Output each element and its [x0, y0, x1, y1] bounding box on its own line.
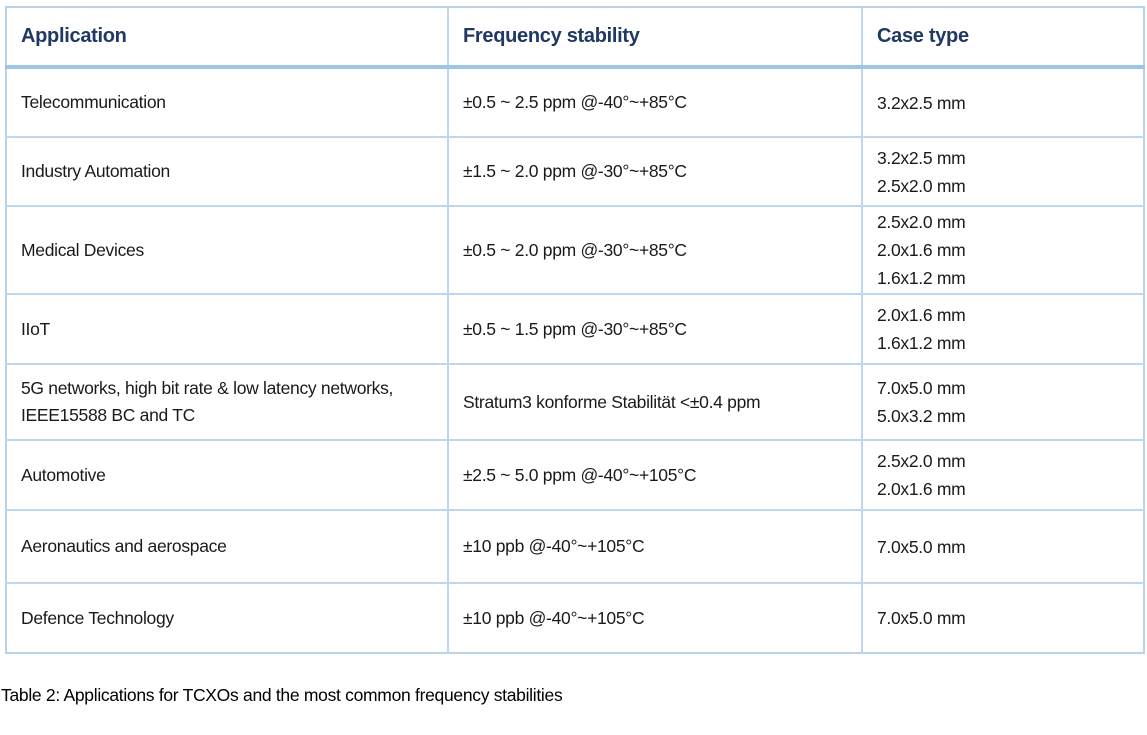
application-cell: Telecommunication — [6, 67, 448, 138]
frequency-stability-cell: ±10 ppb @-40°~+105°C — [447, 510, 862, 584]
table-row: Medical Devices ±0.5 ~ 2.0 ppm @-30°~+85… — [6, 206, 1144, 295]
column-header-application: Application — [6, 7, 448, 69]
table-row: Industry Automation ±1.5 ~ 2.0 ppm @-30°… — [6, 137, 1144, 207]
case-type-cell: 2.5x2.0 mm 2.0x1.6 mm — [861, 440, 1144, 511]
application-cell: Automotive — [6, 440, 448, 511]
frequency-stability-cell: ±10 ppb @-40°~+105°C — [447, 583, 862, 653]
tcxo-applications-table: Application Frequency stability Case typ… — [5, 6, 1145, 654]
table-row: IIoT ±0.5 ~ 1.5 ppm @-30°~+85°C 2.0x1.6 … — [6, 294, 1144, 365]
application-cell: 5G networks, high bit rate & low latency… — [6, 364, 448, 441]
application-cell: Aeronautics and aerospace — [6, 510, 448, 584]
case-type-cell: 3.2x2.5 mm — [861, 67, 1144, 138]
table-header-row: Application Frequency stability Case typ… — [6, 7, 1144, 69]
frequency-stability-cell: ±0.5 ~ 1.5 ppm @-30°~+85°C — [447, 294, 862, 365]
application-cell: Medical Devices — [6, 206, 448, 295]
table-caption: Table 2: Applications for TCXOs and the … — [1, 685, 563, 705]
case-type-cell: 2.5x2.0 mm 2.0x1.6 mm 1.6x1.2 mm — [861, 206, 1144, 295]
frequency-stability-cell: ±2.5 ~ 5.0 ppm @-40°~+105°C — [447, 440, 862, 511]
table-row: Telecommunication ±0.5 ~ 2.5 ppm @-40°~+… — [6, 67, 1144, 138]
case-type-cell: 7.0x5.0 mm — [861, 510, 1144, 584]
case-type-cell: 3.2x2.5 mm 2.5x2.0 mm — [861, 137, 1144, 207]
frequency-stability-cell: ±1.5 ~ 2.0 ppm @-30°~+85°C — [447, 137, 862, 207]
application-cell: Industry Automation — [6, 137, 448, 207]
case-type-cell: 7.0x5.0 mm 5.0x3.2 mm — [861, 364, 1144, 441]
column-header-case-type: Case type — [861, 7, 1144, 69]
table-row: 5G networks, high bit rate & low latency… — [6, 364, 1144, 441]
application-cell: IIoT — [6, 294, 448, 365]
application-cell: Defence Technology — [21, 607, 174, 628]
table-row: Defence Technology ±10 ppb @-40°~+105°C … — [6, 583, 1144, 653]
table-row: Automotive ±2.5 ~ 5.0 ppm @-40°~+105°C 2… — [6, 440, 1144, 511]
case-type-cell: 7.0x5.0 mm — [861, 583, 1144, 653]
frequency-stability-cell: Stratum3 konforme Stabilität <±0.4 ppm — [447, 364, 862, 441]
table-row: Aeronautics and aerospace ±10 ppb @-40°~… — [6, 510, 1144, 584]
case-type-cell: 2.0x1.6 mm 1.6x1.2 mm — [861, 294, 1144, 365]
frequency-stability-cell: ±0.5 ~ 2.0 ppm @-30°~+85°C — [447, 206, 862, 295]
frequency-stability-cell: ±0.5 ~ 2.5 ppm @-40°~+85°C — [447, 67, 862, 138]
column-header-frequency-stability: Frequency stability — [447, 7, 862, 69]
